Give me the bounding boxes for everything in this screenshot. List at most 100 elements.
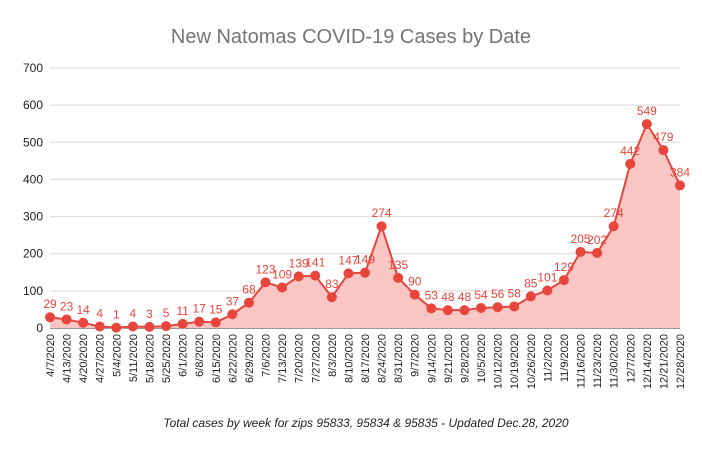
data-point bbox=[625, 158, 636, 169]
x-tick-label: 6/15/2020 bbox=[211, 334, 223, 383]
data-point bbox=[675, 180, 685, 191]
y-axis: 0 100 200 300 400 500 600 700 bbox=[23, 61, 43, 335]
chart-title: New Natomas COVID-19 Cases by Date bbox=[171, 26, 531, 48]
data-point bbox=[61, 314, 72, 325]
data-label: 83 bbox=[325, 277, 339, 291]
x-tick-label: 11/30/2020 bbox=[609, 334, 621, 388]
data-label: 147 bbox=[338, 253, 358, 267]
data-points bbox=[45, 119, 685, 333]
data-point bbox=[111, 322, 122, 333]
x-tick-label: 7/13/2020 bbox=[277, 334, 289, 383]
data-label: 384 bbox=[670, 165, 690, 179]
data-label: 135 bbox=[388, 258, 408, 272]
data-point bbox=[343, 268, 354, 279]
x-tick-label: 10/5/2020 bbox=[476, 334, 488, 383]
x-tick-label: 12/28/2020 bbox=[675, 334, 687, 389]
x-tick-label: 6/22/2020 bbox=[227, 334, 239, 383]
y-tick-label: 500 bbox=[23, 135, 43, 149]
x-tick-label: 8/24/2020 bbox=[377, 334, 389, 383]
data-point bbox=[144, 321, 155, 332]
x-tick-label: 8/10/2020 bbox=[343, 334, 355, 383]
data-label: 48 bbox=[441, 290, 455, 304]
area-fill bbox=[50, 124, 680, 328]
x-tick-label: 5/18/2020 bbox=[144, 334, 156, 383]
data-point bbox=[210, 317, 221, 328]
x-tick-label: 9/7/2020 bbox=[410, 334, 422, 377]
data-label: 202 bbox=[587, 233, 607, 247]
data-point bbox=[476, 302, 487, 313]
data-label: 1 bbox=[113, 308, 120, 322]
data-label: 442 bbox=[620, 144, 640, 158]
data-label: 58 bbox=[508, 286, 522, 300]
data-label: 274 bbox=[372, 206, 392, 220]
data-label: 4 bbox=[130, 307, 137, 321]
x-tick-label: 9/21/2020 bbox=[443, 334, 455, 383]
data-point bbox=[459, 305, 470, 316]
data-point bbox=[260, 277, 271, 288]
x-tick-label: 4/27/2020 bbox=[95, 334, 107, 383]
y-tick-label: 0 bbox=[36, 321, 43, 335]
x-tick-label: 11/9/2020 bbox=[559, 334, 571, 382]
data-label: 54 bbox=[474, 288, 488, 302]
data-label: 68 bbox=[242, 283, 256, 297]
data-label: 123 bbox=[256, 262, 276, 276]
x-tick-label: 12/7/2020 bbox=[625, 334, 637, 383]
data-point bbox=[525, 291, 536, 302]
data-point bbox=[509, 301, 520, 312]
data-label: 3 bbox=[146, 307, 153, 321]
data-point bbox=[426, 303, 437, 314]
data-point bbox=[177, 318, 188, 329]
data-labels: 29 23 14 4 1 4 3 5 11 17 1537681231091391418314714… bbox=[43, 104, 690, 322]
data-point bbox=[575, 246, 586, 257]
data-point bbox=[409, 289, 420, 300]
data-point bbox=[194, 316, 205, 327]
x-axis: 4/7/2020 4/13/2020 4/20/2020 4/27/2020 5/4/2… bbox=[45, 334, 687, 389]
data-point bbox=[558, 275, 569, 286]
data-label: 85 bbox=[524, 276, 538, 290]
data-label: 149 bbox=[355, 253, 375, 267]
chart-subtitle: Total cases by week for zips 95833, 9583… bbox=[163, 416, 568, 430]
x-tick-label: 4/13/2020 bbox=[62, 334, 74, 383]
data-point bbox=[227, 309, 238, 320]
x-tick-label: 7/6/2020 bbox=[261, 334, 273, 377]
data-label: 23 bbox=[60, 299, 74, 313]
y-tick-label: 400 bbox=[23, 172, 43, 186]
x-tick-label: 8/3/2020 bbox=[327, 334, 339, 377]
data-point bbox=[45, 312, 55, 323]
data-point bbox=[277, 282, 288, 293]
x-tick-label: 4/20/2020 bbox=[78, 334, 90, 383]
data-label: 17 bbox=[193, 302, 207, 316]
x-tick-label: 10/12/2020 bbox=[493, 334, 505, 389]
data-label: 274 bbox=[604, 206, 624, 220]
data-point bbox=[658, 145, 669, 156]
data-label: 90 bbox=[408, 275, 422, 289]
data-point bbox=[592, 247, 603, 258]
x-tick-label: 5/4/2020 bbox=[111, 334, 123, 377]
data-point bbox=[243, 297, 254, 308]
data-label: 5 bbox=[163, 306, 170, 320]
y-tick-label: 600 bbox=[23, 98, 43, 112]
data-label: 56 bbox=[491, 287, 505, 301]
x-tick-label: 5/11/2020 bbox=[128, 334, 140, 382]
x-tick-label: 11/23/2020 bbox=[592, 334, 604, 388]
x-tick-label: 11/2/2020 bbox=[542, 334, 554, 382]
x-tick-label: 6/29/2020 bbox=[244, 334, 256, 383]
x-tick-label: 7/27/2020 bbox=[310, 334, 322, 383]
data-point bbox=[393, 272, 404, 283]
data-point bbox=[641, 119, 652, 130]
x-tick-label: 4/7/2020 bbox=[45, 334, 57, 377]
data-label: 4 bbox=[96, 307, 103, 321]
data-point bbox=[608, 221, 619, 232]
x-tick-label: 9/28/2020 bbox=[459, 334, 471, 383]
data-label: 15 bbox=[209, 302, 223, 316]
data-label: 53 bbox=[425, 288, 439, 302]
x-tick-label: 8/31/2020 bbox=[393, 334, 405, 383]
data-point bbox=[326, 292, 337, 303]
data-point bbox=[542, 285, 553, 296]
data-point bbox=[94, 321, 105, 332]
data-point bbox=[376, 221, 387, 232]
grid bbox=[50, 67, 680, 329]
y-tick-label: 300 bbox=[23, 210, 43, 224]
x-tick-label: 12/14/2020 bbox=[642, 334, 654, 389]
